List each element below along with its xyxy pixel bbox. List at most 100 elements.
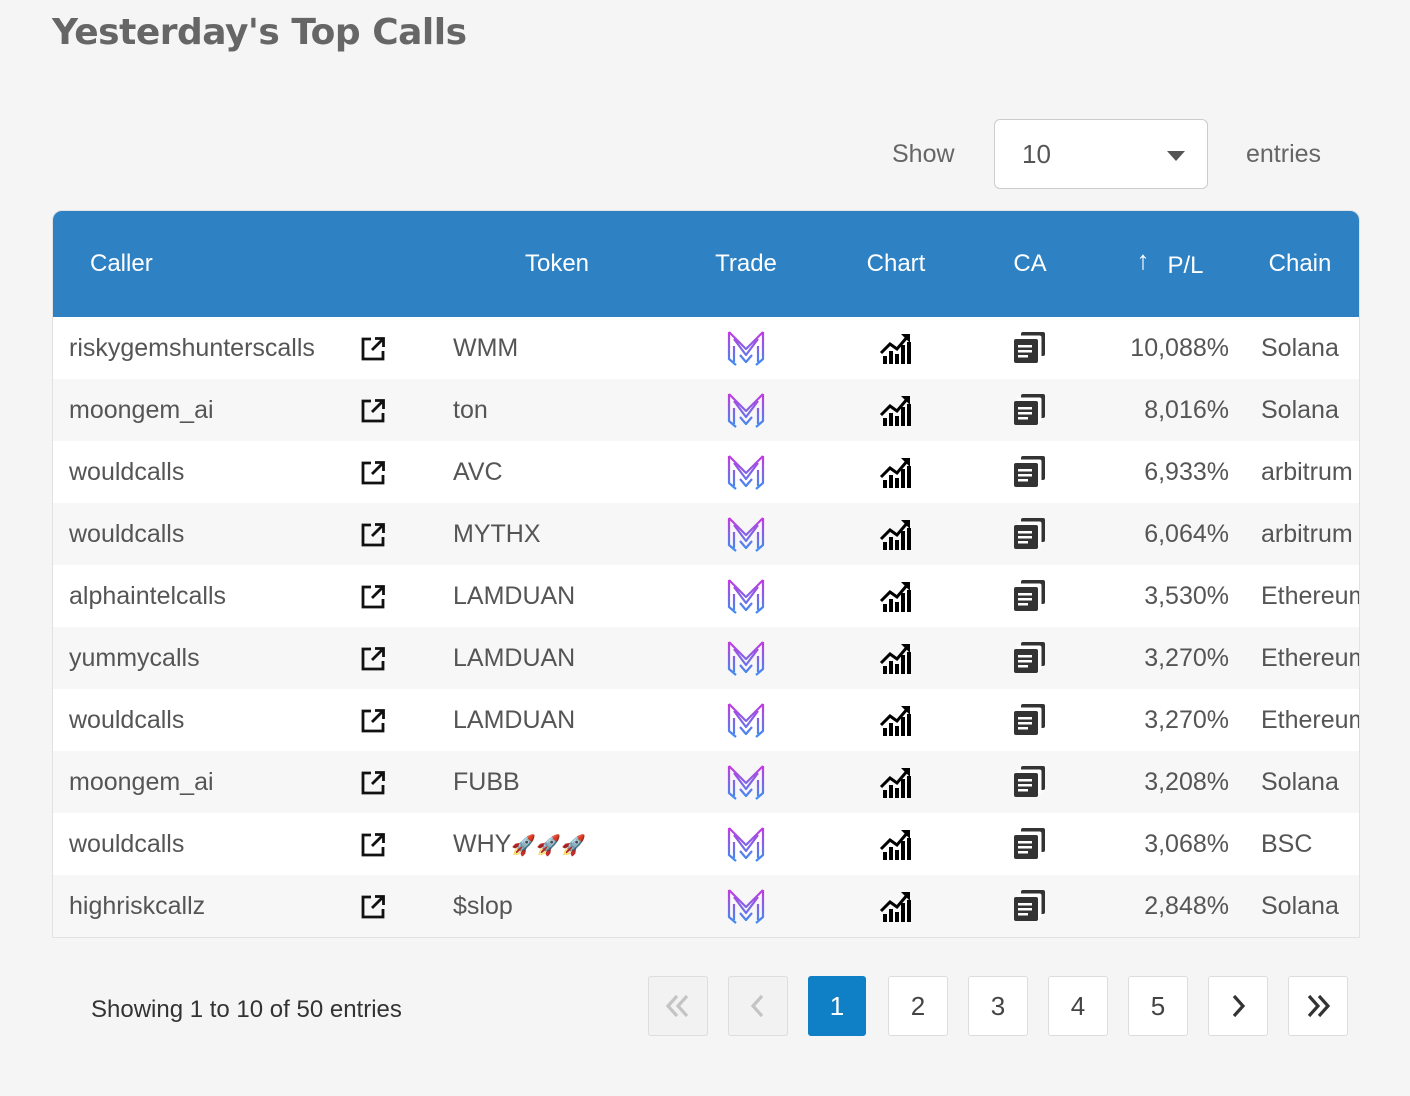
page-button-3[interactable]: 3 <box>968 976 1028 1036</box>
chart-icon[interactable] <box>879 331 913 365</box>
caller-cell[interactable]: alphaintelcalls <box>53 565 353 627</box>
col-header-chain[interactable]: Chain <box>1268 250 1332 277</box>
pl-cell: 6,064% <box>1144 519 1229 548</box>
caller-link-cell <box>353 503 453 565</box>
copy-icon[interactable] <box>1013 331 1047 365</box>
pl-cell: 3,530% <box>1144 581 1229 610</box>
external-link-icon[interactable] <box>359 397 387 425</box>
table-row: wouldcalls WHY🚀🚀🚀 <box>53 813 1359 875</box>
copy-icon[interactable] <box>1013 827 1047 861</box>
col-header-chart[interactable]: Chart <box>866 250 926 277</box>
trade-logo-icon[interactable] <box>726 763 766 801</box>
caller-name[interactable]: wouldcalls <box>69 829 185 858</box>
caller-name[interactable]: yummycalls <box>69 643 200 672</box>
caller-cell[interactable]: yummycalls <box>53 627 353 689</box>
caller-cell[interactable]: wouldcalls <box>53 441 353 503</box>
external-link-icon[interactable] <box>359 769 387 797</box>
token-cell: LAMDUAN <box>453 565 661 627</box>
trade-logo-icon[interactable] <box>726 577 766 615</box>
last-page-button[interactable] <box>1288 976 1348 1036</box>
caller-name[interactable]: wouldcalls <box>69 519 185 548</box>
trade-cell <box>661 689 831 751</box>
caller-name[interactable]: moongem_ai <box>69 767 214 796</box>
external-link-icon[interactable] <box>359 831 387 859</box>
external-link-icon[interactable] <box>359 893 387 921</box>
chevron-left-icon <box>750 994 764 1018</box>
trade-logo-icon[interactable] <box>726 701 766 739</box>
token-symbol: ton <box>453 395 488 424</box>
chart-icon[interactable] <box>879 889 913 923</box>
caller-cell[interactable]: wouldcalls <box>53 813 353 875</box>
ca-cell <box>961 379 1099 441</box>
chart-icon[interactable] <box>879 827 913 861</box>
chart-icon[interactable] <box>879 455 913 489</box>
page-button-4[interactable]: 4 <box>1048 976 1108 1036</box>
caller-name[interactable]: wouldcalls <box>69 457 185 486</box>
col-header-ca[interactable]: CA <box>1013 250 1047 277</box>
chart-icon[interactable] <box>879 765 913 799</box>
trade-logo-icon[interactable] <box>726 329 766 367</box>
token-cell: ton <box>453 379 661 441</box>
token-symbol: WHY <box>453 829 512 858</box>
caller-cell[interactable]: moongem_ai <box>53 379 353 441</box>
caller-link-cell <box>353 565 453 627</box>
trade-logo-icon[interactable] <box>726 887 766 925</box>
chart-icon[interactable] <box>879 517 913 551</box>
col-header-token[interactable]: Token <box>524 250 590 277</box>
trade-logo-icon[interactable] <box>726 515 766 553</box>
entries-select[interactable]: 10 <box>994 119 1208 189</box>
page-button-2[interactable]: 2 <box>888 976 948 1036</box>
caller-link-cell <box>353 441 453 503</box>
caller-name[interactable]: moongem_ai <box>69 395 214 424</box>
col-header-trade[interactable]: Trade <box>715 250 777 277</box>
caller-name[interactable]: highriskcallz <box>69 891 206 920</box>
chart-icon[interactable] <box>879 393 913 427</box>
caller-name[interactable]: riskygemshunterscalls <box>69 333 315 362</box>
caller-link-cell <box>353 317 453 379</box>
caller-cell[interactable]: wouldcalls <box>53 503 353 565</box>
external-link-icon[interactable] <box>359 335 387 363</box>
col-header-caller[interactable]: Caller <box>90 250 153 277</box>
next-page-button[interactable] <box>1208 976 1268 1036</box>
token-symbol: MYTHX <box>453 519 541 548</box>
trade-logo-icon[interactable] <box>726 391 766 429</box>
copy-icon[interactable] <box>1013 641 1047 675</box>
prev-page-button[interactable] <box>728 976 788 1036</box>
first-page-button[interactable] <box>648 976 708 1036</box>
trade-cell <box>661 379 831 441</box>
trade-logo-icon[interactable] <box>726 639 766 677</box>
chart-cell <box>831 875 961 937</box>
chain-cell: Ethereum <box>1261 705 1360 734</box>
external-link-icon[interactable] <box>359 583 387 611</box>
copy-icon[interactable] <box>1013 703 1047 737</box>
caller-cell[interactable]: moongem_ai <box>53 751 353 813</box>
caller-name[interactable]: wouldcalls <box>69 705 185 734</box>
chain-cell: Ethereum <box>1261 581 1360 610</box>
copy-icon[interactable] <box>1013 579 1047 613</box>
page-button-5[interactable]: 5 <box>1128 976 1188 1036</box>
page-button-1[interactable]: 1 <box>808 976 866 1036</box>
token-symbol: WMM <box>453 333 519 362</box>
chart-icon[interactable] <box>879 703 913 737</box>
double-chevron-left-icon <box>665 994 689 1018</box>
caller-cell[interactable]: highriskcallz <box>53 875 353 937</box>
copy-icon[interactable] <box>1013 455 1047 489</box>
external-link-icon[interactable] <box>359 521 387 549</box>
copy-icon[interactable] <box>1013 393 1047 427</box>
external-link-icon[interactable] <box>359 707 387 735</box>
table-row: wouldcalls LAMDUAN <box>53 689 1359 751</box>
external-link-icon[interactable] <box>359 459 387 487</box>
copy-icon[interactable] <box>1013 889 1047 923</box>
trade-logo-icon[interactable] <box>726 825 766 863</box>
chart-icon[interactable] <box>879 579 913 613</box>
col-header-pl[interactable]: ↑ P/L <box>1099 211 1241 317</box>
external-link-icon[interactable] <box>359 645 387 673</box>
caller-name[interactable]: alphaintelcalls <box>69 581 227 610</box>
chart-icon[interactable] <box>879 641 913 675</box>
chevron-right-icon <box>1232 994 1246 1018</box>
caller-cell[interactable]: riskygemshunterscalls <box>53 317 353 379</box>
copy-icon[interactable] <box>1013 517 1047 551</box>
copy-icon[interactable] <box>1013 765 1047 799</box>
trade-logo-icon[interactable] <box>726 453 766 491</box>
caller-cell[interactable]: wouldcalls <box>53 689 353 751</box>
